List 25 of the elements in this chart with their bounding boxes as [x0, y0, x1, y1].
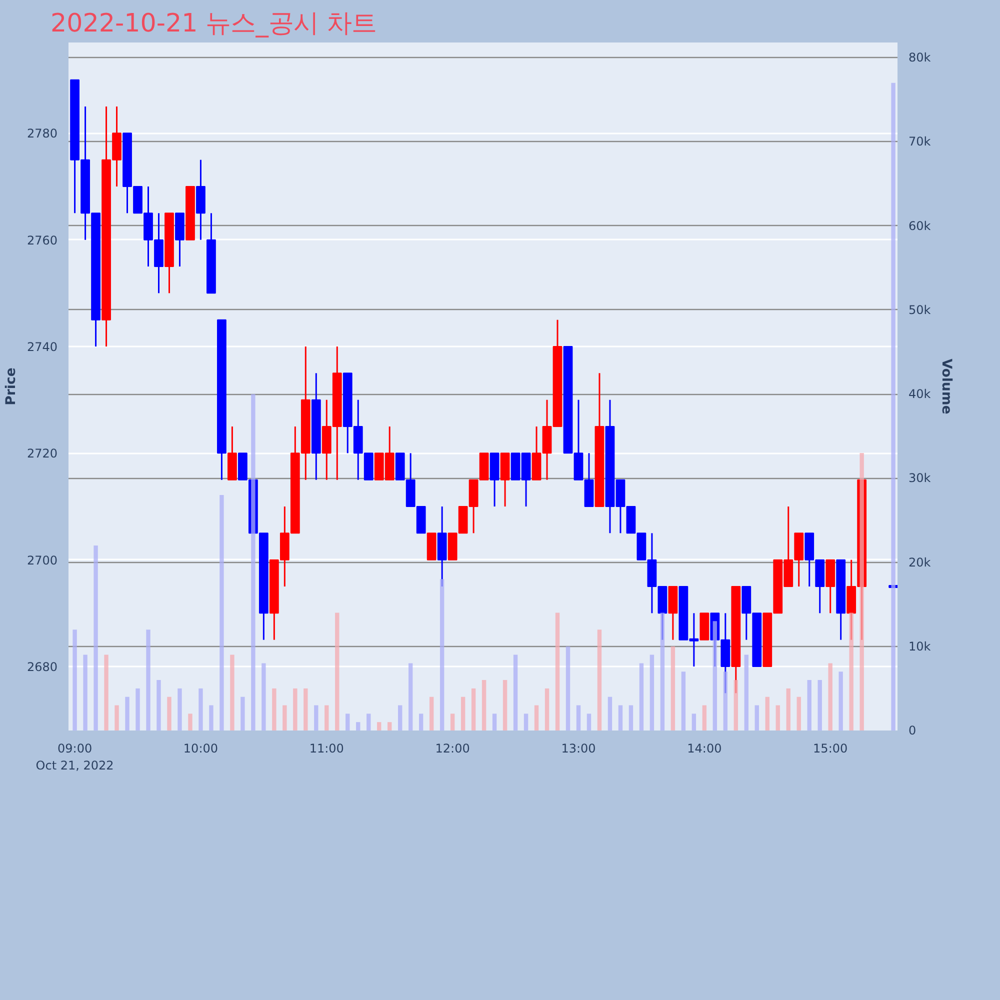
y2-tick-label: 10k — [908, 639, 931, 654]
y2-tick-label: 60k — [908, 218, 931, 233]
chart-title: 2022-10-21 뉴스_공시 차트 — [50, 8, 376, 38]
y2-tick-label: 40k — [908, 387, 931, 402]
y-tick-label: 2700 — [26, 553, 58, 568]
y2-tick-label: 70k — [908, 134, 931, 149]
x-tick-label: 10:00 — [183, 742, 218, 756]
y2-tick-label: 30k — [908, 471, 931, 486]
x-tick-label: 11:00 — [309, 742, 344, 756]
y-tick-label: 2720 — [26, 446, 58, 461]
x-tick-label: 15:00 — [813, 742, 848, 756]
y2-tick-label: 80k — [908, 50, 931, 65]
y2-tick-label: 0 — [908, 724, 916, 738]
y-tick-label: 2740 — [26, 340, 58, 354]
x-tick-label: 13:00 — [561, 742, 596, 756]
y-tick-label: 2760 — [26, 233, 58, 248]
x-tick-label: 12:00 — [435, 742, 470, 756]
y2-tick-label: 50k — [908, 302, 931, 317]
x-tick-label: 14:00 — [687, 742, 722, 756]
y-axis-title: Price — [4, 368, 19, 406]
y2-axis-title: Volume — [938, 358, 954, 414]
x-tick-label: 09:00 Oct 21, 2022 — [36, 742, 114, 772]
y2-tick-label: 20k — [908, 555, 931, 570]
y-tick-label: 2680 — [26, 660, 58, 674]
y-tick-label: 2780 — [26, 126, 58, 141]
